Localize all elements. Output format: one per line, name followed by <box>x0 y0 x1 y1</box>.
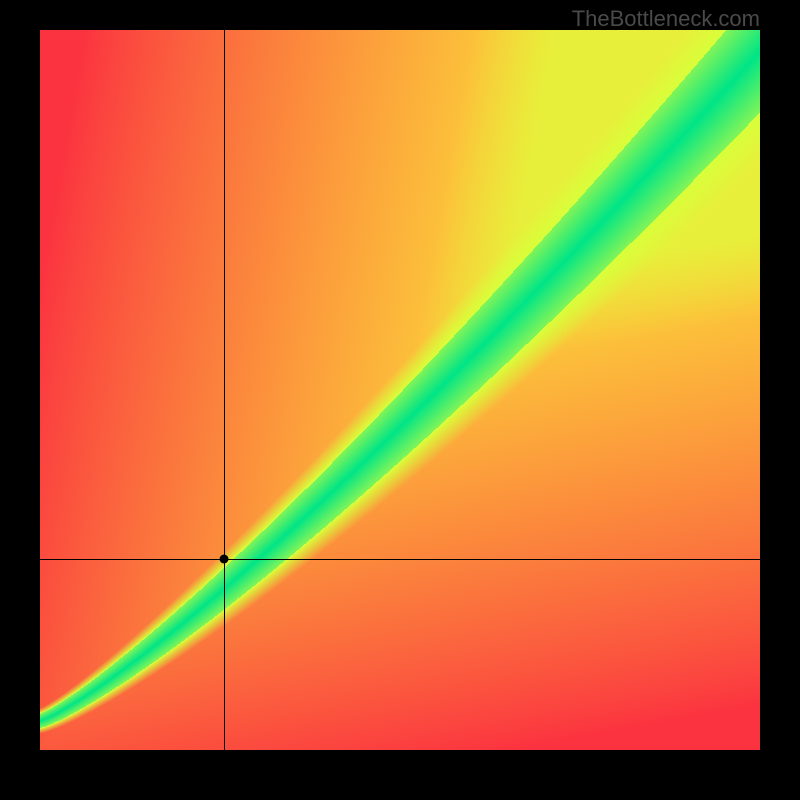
chart-frame: TheBottleneck.com <box>0 0 800 800</box>
plot-area <box>40 30 760 750</box>
watermark-text: TheBottleneck.com <box>572 6 760 32</box>
crosshair-vertical <box>224 30 225 750</box>
heatmap-canvas <box>40 30 760 750</box>
crosshair-horizontal <box>40 559 760 560</box>
crosshair-marker-dot <box>219 555 228 564</box>
